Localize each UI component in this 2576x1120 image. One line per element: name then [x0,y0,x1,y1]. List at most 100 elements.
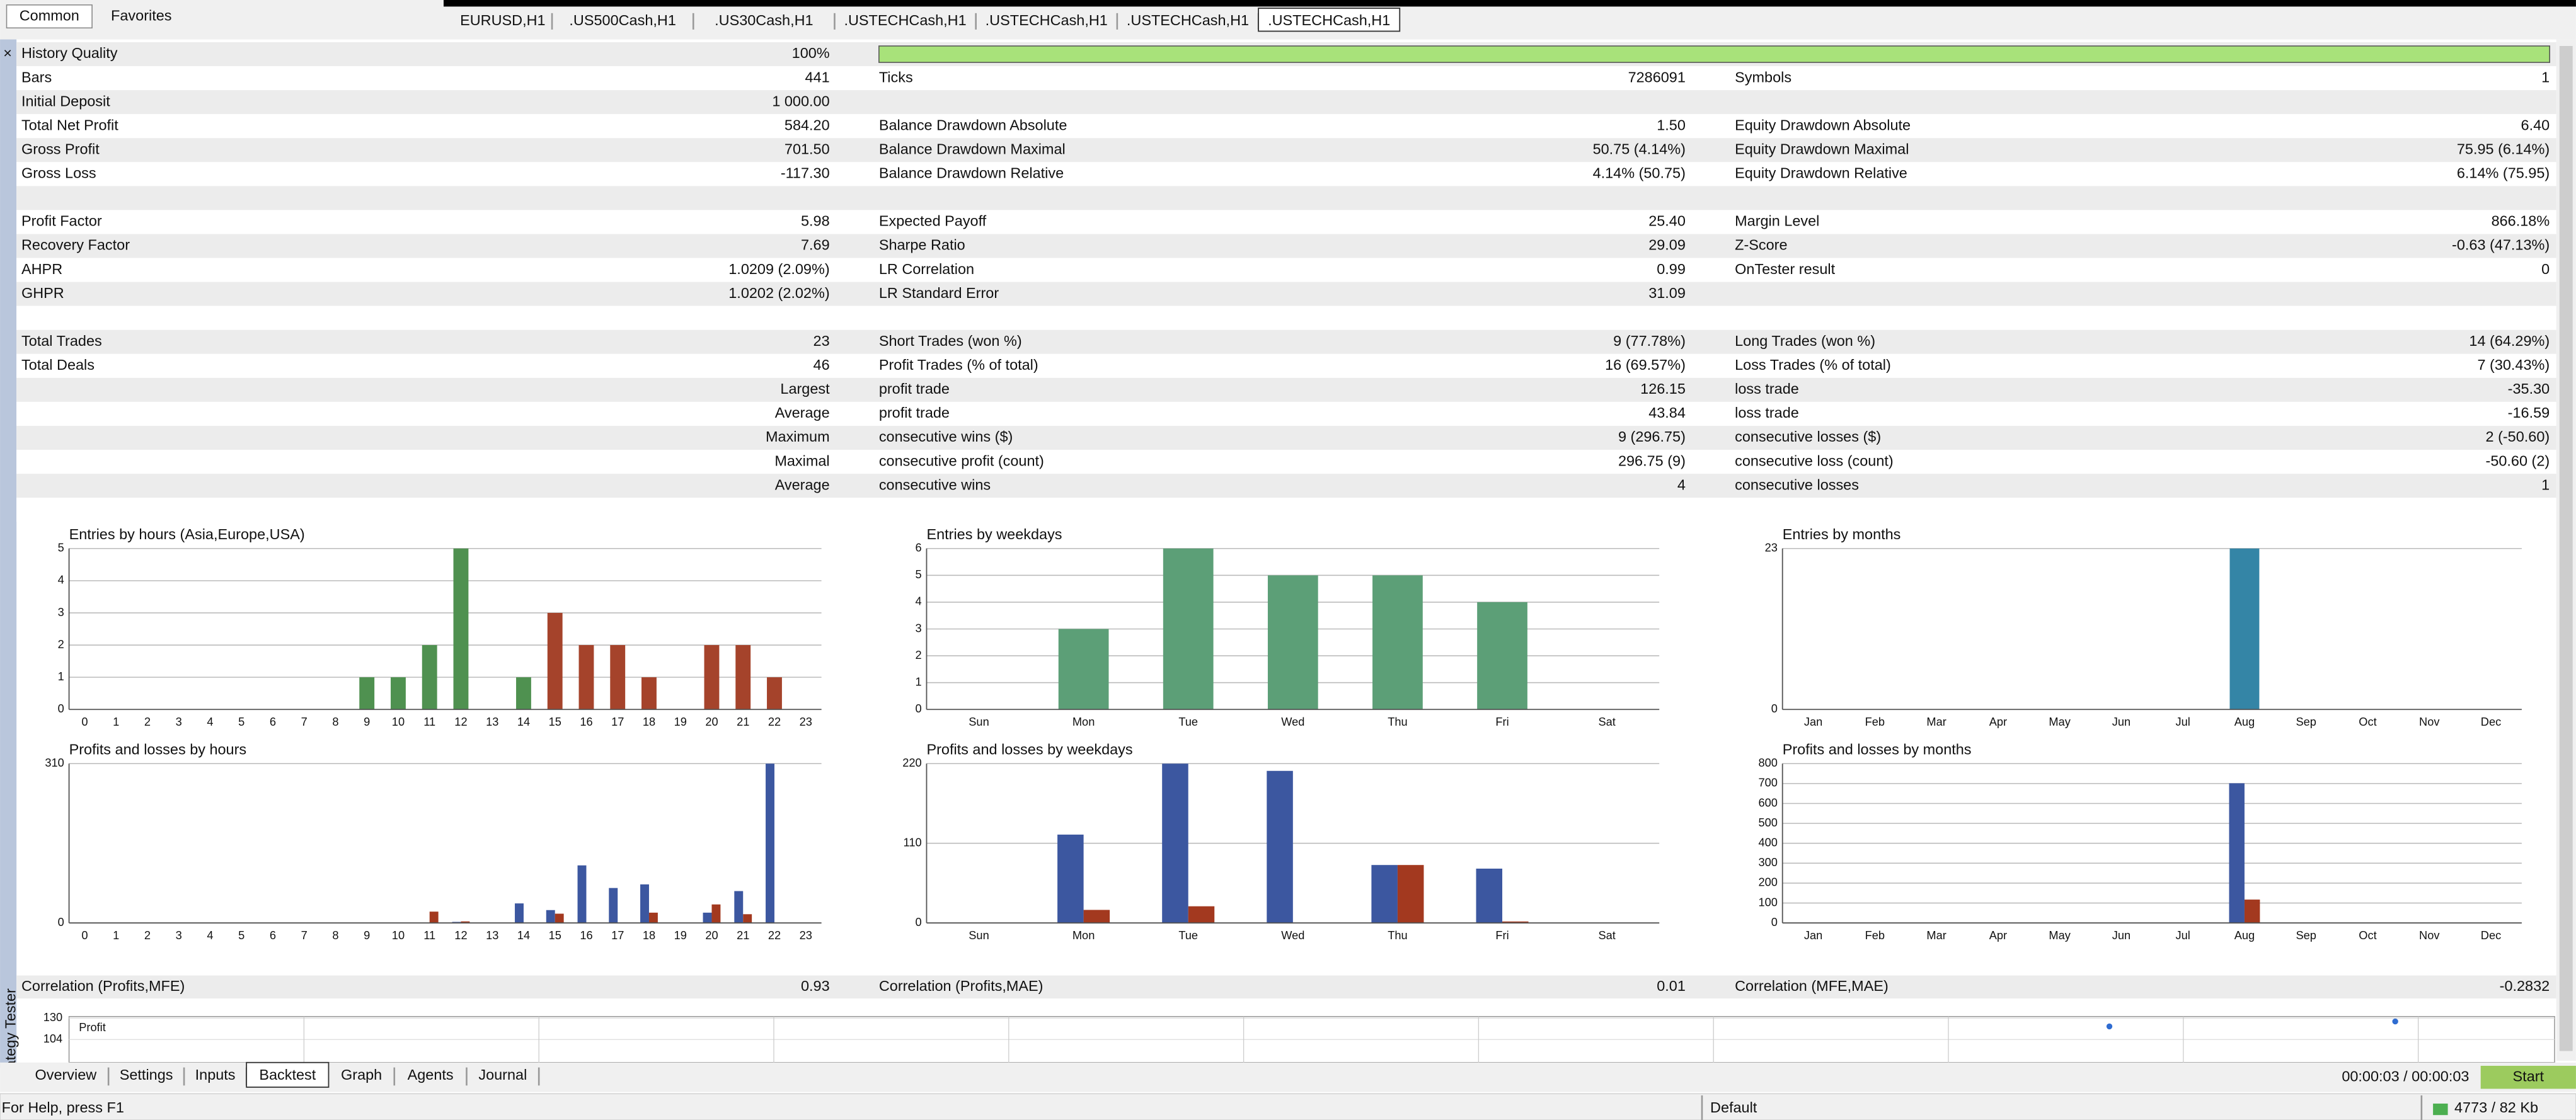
x-tick-label: 5 [238,929,244,942]
stat-value: 1 [2541,69,2550,85]
bottom-tab-label[interactable]: Journal [478,1066,527,1083]
y-tick-label: 2 [58,637,64,651]
stat-value: 0 [2541,261,2550,277]
bar [1372,575,1423,710]
stat-label: Equity Drawdown Absolute [1735,117,1911,133]
bar [640,884,649,923]
row-bg [16,306,2556,330]
y-tick-label: 5 [58,541,64,554]
bar [2229,783,2245,923]
row-bg [16,353,2556,378]
bar [2229,548,2260,710]
x-tick-label: Jan [1804,929,1822,942]
chart-tab-label[interactable]: .USTECHCash,H1 [1268,12,1390,28]
x-tick-label: 15 [549,929,561,942]
y-tick-label: 100 [1758,895,1777,908]
stat-value: 7.69 [801,237,830,253]
graph-point [2392,1018,2398,1025]
x-tick-label: 7 [301,929,308,942]
y-tick-label: 104 [43,1032,62,1045]
y-tick-label: 130 [43,1010,62,1024]
row-bg [16,162,2556,186]
y-tick-label: 0 [1771,702,1778,715]
y-tick-label: 700 [1758,776,1777,789]
y-tick-label: 500 [1758,816,1777,829]
x-tick-label: Jul [2176,715,2190,728]
y-tick-label: 6 [915,541,921,554]
bar [1188,906,1215,923]
bar [453,548,469,710]
stat-label: Z-Score [1735,237,1787,253]
stat-value: 43.84 [1648,404,1686,421]
row-bg [16,498,2556,522]
bar [578,645,594,710]
stat-label: profit trade [879,380,950,397]
x-tick-label: Mar [1926,929,1946,942]
bar [1163,548,1214,710]
x-tick-label: Dec [2481,715,2501,728]
x-tick-label: Jun [2112,715,2130,728]
tab-label[interactable]: Favorites [111,7,171,23]
stat-value: Maximum [766,428,830,445]
scroll-thumb[interactable] [2559,45,2573,1051]
stat-value: 1.50 [1657,117,1686,133]
start-button[interactable] [2480,1065,2576,1089]
x-tick-label: Sun [969,715,989,728]
stat-label: History Quality [21,45,118,61]
row-bg [16,474,2556,498]
stat-label: Recovery Factor [21,237,130,253]
bar [515,903,524,923]
bottom-tab-label[interactable]: Graph [341,1066,382,1083]
bottom-tab-label[interactable]: Settings [120,1066,173,1083]
bottom-tab-label[interactable]: Agents [408,1066,454,1083]
stat-label: Profit Factor [21,213,102,229]
start-label[interactable]: Start [2513,1068,2544,1084]
stat-label: Margin Level [1735,213,1819,229]
stat-value: 46 [814,357,830,373]
stat-label: Ticks [879,69,913,85]
bar [734,891,744,923]
quality-bar [878,45,2550,63]
y-tick-label: 2 [915,648,921,661]
chart-tab-label[interactable]: .USTECHCash,H1 [1127,12,1249,28]
signal-icon [2433,1103,2448,1116]
x-tick-label: 4 [207,715,213,728]
stat-label: Symbols [1735,69,1791,85]
chart-title: Profits and losses by hours [69,741,247,758]
close-icon[interactable]: × [3,45,12,61]
bottom-tab-label[interactable]: Overview [35,1066,96,1083]
chart-tab-label[interactable]: .USTECHCash,H1 [844,12,966,28]
stat-value: 584.20 [785,117,830,133]
stat-value: 4.14% (50.75) [1593,165,1686,181]
bar [648,912,658,923]
chart-tab-label[interactable]: .USTECHCash,H1 [986,12,1108,28]
tab-label[interactable]: Common [20,7,79,23]
row-bg [16,90,2556,115]
chart-tab-label[interactable]: .US30Cash,H1 [715,12,813,28]
stat-value: 4 [1677,476,1686,493]
stat-label: LR Correlation [879,261,974,277]
stat-label: Expected Payoff [879,213,987,229]
x-tick-label: Mon [1072,929,1095,942]
bar [711,904,721,923]
bottom-tab-label[interactable]: Inputs [195,1066,236,1083]
tab[interactable] [6,4,93,29]
x-tick-label: 5 [238,715,244,728]
chart-tab-label[interactable]: EURUSD,H1 [460,12,546,28]
chart-tab-label[interactable]: .US500Cash,H1 [569,12,676,28]
chart-tab[interactable] [1258,8,1401,32]
x-tick-label: Tue [1178,715,1198,728]
x-tick-label: 20 [705,929,718,942]
x-tick-label: 9 [364,929,370,942]
bottom-tab-label[interactable]: Backtest [259,1066,316,1083]
bar [743,914,752,923]
x-tick-label: 13 [486,929,498,942]
stat-label: Long Trades (won %) [1735,333,1875,349]
row-bg [16,975,2556,999]
bar [577,865,587,923]
bottom-tab[interactable] [246,1061,330,1088]
stat-value: 23 [814,333,830,349]
stat-value: 1 [2541,476,2550,493]
stat-value: 0.99 [1657,261,1686,277]
